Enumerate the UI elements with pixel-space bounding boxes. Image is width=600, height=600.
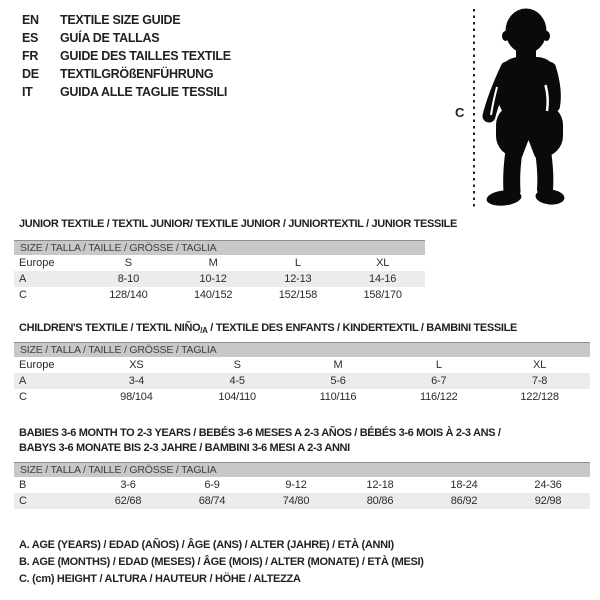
language-title: TEXTILGRÖßENFÜHRUNG — [60, 67, 214, 81]
age-cell: 7-8 — [531, 375, 548, 387]
height-cell: 86/92 — [450, 495, 478, 507]
language-code: IT — [22, 85, 33, 99]
junior-size-table: SIZE / TALLA / TAILLE / GRÖSSE / TAGLIA … — [14, 240, 425, 303]
table-row-height: C 128/140 140/152 152/158 158/170 — [14, 287, 425, 303]
age-cell: 3-4 — [128, 375, 145, 387]
height-cell: 80/86 — [366, 495, 394, 507]
months-cell: 9-12 — [285, 479, 307, 491]
months-cell: 18-24 — [450, 479, 478, 491]
height-cell: 122/128 — [520, 391, 559, 403]
language-code: ES — [22, 31, 39, 45]
size-cell: XL — [533, 359, 547, 371]
language-title-list: EN TEXTILE SIZE GUIDE ES GUÍA DE TALLAS … — [22, 11, 231, 101]
language-row: IT GUIDA ALLE TAGLIE TESSILI — [22, 83, 231, 101]
children-title-part2: / TEXTILE DES ENFANTS / KINDERTEXTIL / B… — [207, 322, 517, 334]
height-cell: 104/110 — [218, 391, 256, 403]
language-title: GUIDA ALLE TAGLIE TESSILI — [60, 85, 228, 99]
age-cell: 5-6 — [330, 375, 346, 387]
height-measure-dotted-line — [473, 9, 475, 208]
size-cell: XS — [129, 359, 144, 371]
height-cell: 92/98 — [534, 495, 562, 507]
language-row: FR GUIDE DES TAILLES TEXTILE — [22, 47, 231, 65]
height-cell: 158/170 — [363, 289, 402, 301]
babies-size-table: SIZE / TALLA / TAILLE / GRÖSSE / TAGLIA … — [14, 462, 590, 509]
language-row: ES GUÍA DE TALLAS — [22, 29, 231, 47]
size-cell: M — [208, 257, 218, 269]
size-cell: L — [294, 257, 301, 269]
children-size-table: SIZE / TALLA / TAILLE / GRÖSSE / TAGLIA … — [14, 342, 590, 405]
children-title-subscript: /A — [200, 326, 208, 335]
height-cell: 110/116 — [319, 391, 357, 403]
row-label: B — [19, 479, 27, 491]
size-cell: S — [233, 359, 241, 371]
language-row: DE TEXTILGRÖßENFÜHRUNG — [22, 65, 231, 83]
junior-section-title: JUNIOR TEXTILE / TEXTIL JUNIOR/ TEXTILE … — [19, 218, 458, 230]
months-cell: 12-18 — [366, 479, 394, 491]
language-row: EN TEXTILE SIZE GUIDE — [22, 11, 231, 29]
height-cell: 128/140 — [109, 289, 148, 301]
age-cell: 14-16 — [369, 273, 397, 285]
age-cell: 12-13 — [284, 273, 312, 285]
table-row-height: C 62/68 68/74 74/80 80/86 86/92 92/98 — [14, 493, 590, 509]
language-code: DE — [22, 67, 39, 81]
months-cell: 6-9 — [204, 479, 220, 491]
children-section-title: CHILDREN'S TEXTILE / TEXTIL NIÑO/A / TEX… — [19, 321, 517, 338]
row-label: C — [19, 289, 27, 301]
note-height-cm: C. (cm) HEIGHT / ALTURA / HAUTEUR / HÖHE… — [19, 573, 301, 585]
row-label: C — [19, 495, 27, 507]
size-cell: S — [124, 257, 132, 269]
age-cell: 6-7 — [431, 375, 447, 387]
note-age-years: A. AGE (YEARS) / EDAD (AÑOS) / ÂGE (ANS)… — [19, 539, 394, 551]
height-cell: 116/122 — [420, 391, 458, 403]
height-cell: 152/158 — [278, 289, 318, 301]
baby-silhouette-image — [482, 8, 565, 206]
language-code: EN — [22, 13, 39, 27]
months-cell: 3-6 — [120, 479, 136, 491]
size-cell: XL — [376, 257, 390, 269]
size-header-band: SIZE / TALLA / TAILLE / GRÖSSE / TAGLIA — [14, 240, 425, 255]
table-row-age: A 3-4 4-5 5-6 6-7 7-8 — [14, 373, 590, 389]
height-cell: 98/104 — [120, 391, 153, 403]
language-title: TEXTILE SIZE GUIDE — [60, 13, 181, 27]
months-cell: 24-36 — [534, 479, 562, 491]
height-cell: 140/152 — [193, 289, 233, 301]
legend-notes: A. AGE (YEARS) / EDAD (AÑOS) / ÂGE (ANS)… — [19, 537, 424, 588]
height-cell: 68/74 — [198, 495, 226, 507]
size-header-band: SIZE / TALLA / TAILLE / GRÖSSE / TAGLIA — [14, 342, 590, 357]
table-row-months: B 3-6 6-9 9-12 12-18 18-24 24-36 — [14, 477, 590, 493]
size-header-band: SIZE / TALLA / TAILLE / GRÖSSE / TAGLIA — [14, 462, 590, 477]
row-label: C — [19, 391, 27, 403]
row-label: A — [19, 273, 27, 285]
height-cell: 62/68 — [114, 495, 142, 507]
age-cell: 10-12 — [199, 273, 227, 285]
babies-section-title: BABIES 3-6 MONTH TO 2-3 YEARS / BEBÉS 3-… — [19, 426, 501, 456]
table-row-europe: Europe S M L XL — [14, 255, 425, 271]
table-row-europe: Europe XS S M L XL — [14, 357, 590, 373]
size-cell: M — [333, 359, 343, 371]
size-cell: L — [435, 359, 442, 371]
language-code: FR — [22, 49, 39, 63]
note-age-months: B. AGE (MONTHS) / EDAD (MESES) / ÂGE (MO… — [19, 556, 424, 568]
height-cell: 74/80 — [282, 495, 310, 507]
row-label: Europe — [19, 359, 55, 371]
children-title-part1: CHILDREN'S TEXTILE / TEXTIL NIÑO — [19, 322, 201, 334]
language-title: GUIDE DES TAILLES TEXTILE — [60, 49, 231, 63]
table-row-height: C 98/104 104/110 110/116 116/122 122/128 — [14, 389, 590, 405]
row-label: Europe — [19, 257, 55, 269]
babies-title-line1: BABIES 3-6 MONTH TO 2-3 YEARS / BEBÉS 3-… — [19, 427, 501, 439]
height-measure-label: C — [455, 105, 465, 120]
table-row-age: A 8-10 10-12 12-13 14-16 — [14, 271, 425, 287]
age-cell: 4-5 — [229, 375, 246, 387]
row-label: A — [19, 375, 27, 387]
age-cell: 8-10 — [117, 273, 139, 285]
babies-title-line2: BABYS 3-6 MONATE BIS 2-3 JAHRE / BAMBINI… — [19, 442, 350, 454]
language-title: GUÍA DE TALLAS — [60, 31, 160, 45]
